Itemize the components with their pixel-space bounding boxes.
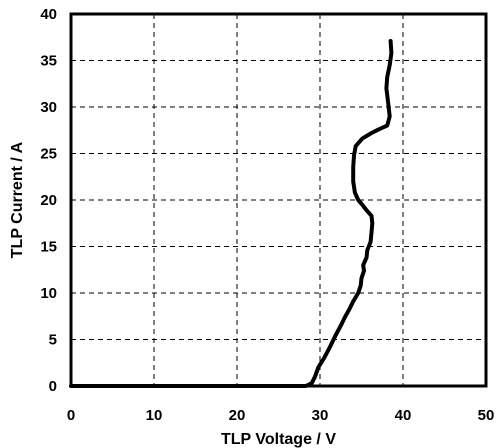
y-tick-label: 40 <box>40 6 57 23</box>
y-tick-label: 25 <box>40 146 57 163</box>
plot-frame <box>69 12 488 388</box>
y-tick-label: 15 <box>40 239 57 256</box>
x-tick-label: 0 <box>67 407 75 424</box>
y-tick-label: 0 <box>49 378 57 395</box>
y-tick-labels: 0 5 10 15 20 25 30 35 40 <box>40 6 57 395</box>
y-tick-label: 5 <box>49 332 57 349</box>
series-line <box>69 39 394 388</box>
x-tick-label: 20 <box>229 407 246 424</box>
y-tick-label: 10 <box>40 285 57 302</box>
series-layer <box>69 39 394 388</box>
y-tick-label: 35 <box>40 53 57 70</box>
y-tick-label: 20 <box>40 192 57 209</box>
x-axis-title: TLP Voltage / V <box>221 431 336 448</box>
y-axis-title: TLP Current / A <box>9 141 26 258</box>
x-tick-label: 40 <box>395 407 412 424</box>
x-tick-labels: 0 10 20 30 40 50 <box>67 407 495 424</box>
x-tick-label: 30 <box>312 407 329 424</box>
x-tick-label: 10 <box>146 407 163 424</box>
x-tick-label: 50 <box>478 407 495 424</box>
grid-lines <box>71 14 486 386</box>
y-tick-label: 30 <box>40 99 57 116</box>
